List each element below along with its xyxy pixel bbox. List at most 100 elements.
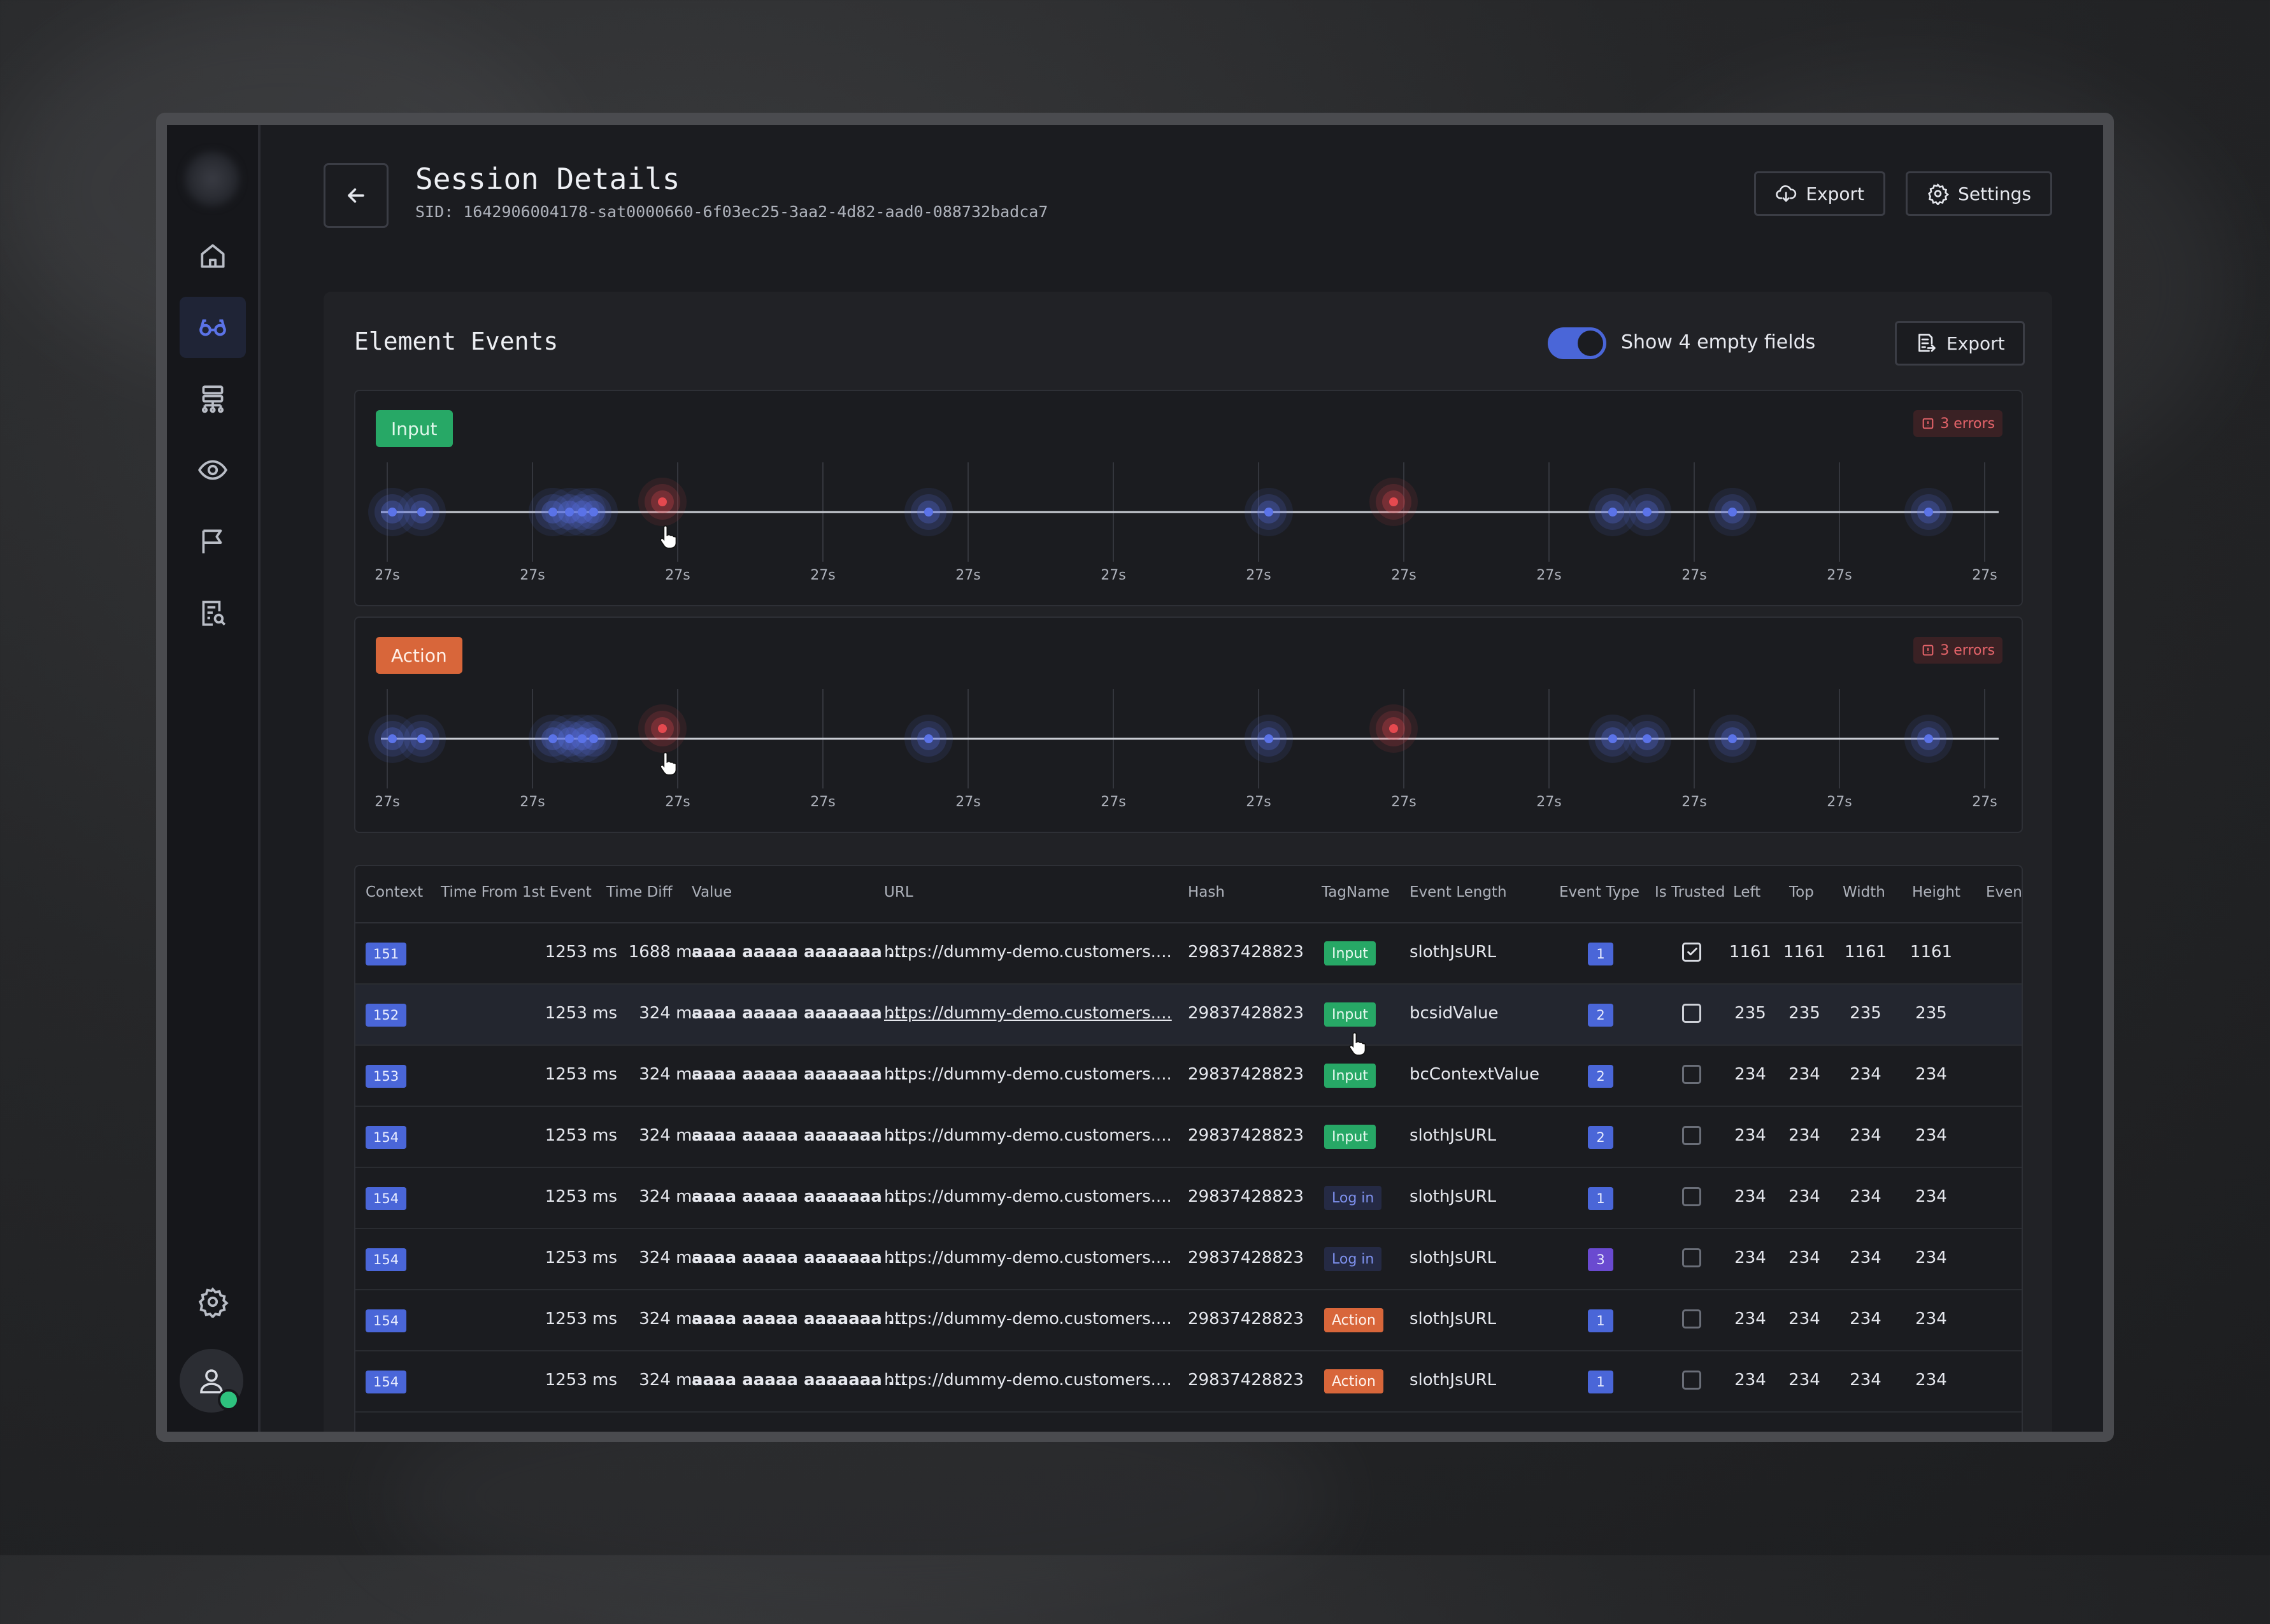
event-marker[interactable] — [529, 715, 577, 763]
event-marker[interactable] — [1708, 488, 1757, 536]
table-row[interactable]: 152 1253 ms 324 ms aaaa aaaaa aaaaaaa ... ht… — [355, 985, 2022, 1046]
event-marker[interactable] — [1245, 715, 1293, 763]
context-badge[interactable]: 154 — [366, 1248, 407, 1271]
timeline-tick-label: 27s — [1972, 794, 1997, 810]
column-header[interactable]: Event — [1986, 884, 2022, 901]
table-row[interactable]: 151 1253 ms 1688 ms aaaa aaaaa aaaaaaa ... h… — [355, 923, 2022, 985]
event-marker[interactable] — [558, 488, 606, 536]
show-empty-fields-toggle[interactable] — [1548, 327, 1606, 359]
error-event-marker[interactable] — [638, 478, 687, 526]
header-export-label: Export — [1806, 183, 1864, 204]
error-event-marker[interactable] — [1369, 478, 1418, 526]
is-trusted-checkbox[interactable] — [1682, 1126, 1701, 1145]
event-marker[interactable] — [529, 488, 577, 536]
column-header[interactable]: Is Trusted — [1655, 884, 1725, 901]
timeline-track[interactable]: 27s 27s 27s 27s 27s 27s 27s 27s 27s 27s 27s 27s — [355, 618, 2022, 832]
sidebar-item-home[interactable] — [180, 225, 246, 287]
column-header[interactable]: Width — [1843, 884, 1885, 901]
url-link[interactable]: https://dummy-demo.customers.... — [884, 1187, 1172, 1206]
event-marker[interactable] — [397, 715, 446, 763]
header-export-button[interactable]: Export — [1754, 171, 1885, 216]
context-badge[interactable]: 154 — [366, 1126, 407, 1149]
url-link[interactable]: https://dummy-demo.customers.... — [884, 1004, 1172, 1023]
table-row[interactable]: 154 1253 ms 324 ms aaaa aaaaa aaaaaaa ... ht… — [355, 1168, 2022, 1229]
url-link[interactable]: https://dummy-demo.customers.... — [884, 1065, 1172, 1084]
is-trusted-checkbox[interactable] — [1682, 1309, 1701, 1328]
column-header[interactable]: TagName — [1322, 884, 1390, 901]
sidebar-item-watch[interactable] — [180, 439, 246, 501]
error-event-marker[interactable] — [638, 704, 687, 753]
url-link[interactable]: https://dummy-demo.customers.... — [884, 943, 1172, 962]
event-marker[interactable] — [1588, 715, 1637, 763]
is-trusted-checkbox[interactable] — [1682, 1065, 1701, 1084]
timeline-tick-label: 27s — [375, 794, 399, 810]
top-cell: 234 — [1788, 1065, 1820, 1084]
context-badge[interactable]: 154 — [366, 1371, 407, 1393]
column-header[interactable]: Event Length — [1410, 884, 1507, 901]
column-header[interactable]: Time Diff — [606, 884, 673, 901]
url-link[interactable]: https://dummy-demo.customers.... — [884, 1309, 1172, 1328]
column-header[interactable]: Top — [1789, 884, 1814, 901]
context-badge[interactable]: 154 — [366, 1309, 407, 1332]
column-header[interactable]: Height — [1912, 884, 1961, 901]
height-cell: 234 — [1915, 1126, 1947, 1145]
event-marker[interactable] — [368, 715, 417, 763]
table-row[interactable]: 154 1253 ms 324 ms aaaa aaaaa aaaaaaa ... ht… — [355, 1229, 2022, 1290]
is-trusted-checkbox[interactable] — [1682, 1371, 1701, 1390]
url-link[interactable]: https://dummy-demo.customers.... — [884, 1248, 1172, 1267]
event-marker[interactable] — [545, 715, 594, 763]
table-row[interactable]: 154 1253 ms 324 ms aaaa aaaaa aaaaaaa ... ht… — [355, 1107, 2022, 1168]
sidebar-settings[interactable] — [180, 1271, 246, 1332]
events-table: Context Time From 1st Event Time Diff Value… — [354, 865, 2023, 1432]
column-header[interactable]: URL — [884, 884, 913, 901]
event-marker[interactable] — [904, 488, 953, 536]
table-row[interactable]: 154 1253 ms 324 ms aaaa aaaaa aaaaaaa ... ht… — [355, 1290, 2022, 1351]
event-marker[interactable] — [1904, 488, 1953, 536]
header-settings-button[interactable]: Settings — [1906, 171, 2052, 216]
column-header[interactable]: Event Type — [1559, 884, 1640, 901]
event-type-badge: 2 — [1588, 1004, 1613, 1027]
context-badge[interactable]: 152 — [366, 1004, 407, 1027]
error-event-marker[interactable] — [1369, 704, 1418, 753]
event-marker[interactable] — [1623, 715, 1671, 763]
column-header[interactable]: Hash — [1188, 884, 1225, 901]
is-trusted-checkbox[interactable] — [1682, 1004, 1701, 1023]
event-marker[interactable] — [569, 488, 618, 536]
timeline-tick-label: 27s — [1827, 794, 1852, 810]
event-marker[interactable] — [904, 715, 953, 763]
context-badge[interactable]: 153 — [366, 1065, 407, 1088]
table-row[interactable]: 154 1253 ms 324 ms aaaa aaaaa aaaaaaa ... ht… — [355, 1351, 2022, 1413]
event-marker[interactable] — [397, 488, 446, 536]
column-header[interactable]: Left — [1733, 884, 1761, 901]
is-trusted-checkbox[interactable] — [1682, 1248, 1701, 1267]
event-marker[interactable] — [368, 488, 417, 536]
sidebar-item-reports[interactable] — [180, 582, 246, 643]
event-marker[interactable] — [558, 715, 606, 763]
timeline-tick-label: 27s — [520, 794, 545, 810]
panel-export-button[interactable]: Export — [1895, 321, 2025, 366]
context-badge[interactable]: 154 — [366, 1187, 407, 1210]
event-marker[interactable] — [1623, 488, 1671, 536]
event-marker[interactable] — [1904, 715, 1953, 763]
back-button[interactable] — [324, 163, 389, 228]
event-marker[interactable] — [545, 488, 594, 536]
column-header[interactable]: Time From 1st Event — [441, 884, 592, 901]
table-row[interactable]: 153 1253 ms 324 ms aaaa aaaaa aaaaaaa ... ht… — [355, 1046, 2022, 1107]
is-trusted-checkbox[interactable] — [1682, 943, 1701, 962]
column-header[interactable]: Value — [692, 884, 732, 901]
url-link[interactable]: https://dummy-demo.customers.... — [884, 1371, 1172, 1390]
column-header[interactable]: Context — [366, 884, 424, 901]
event-marker[interactable] — [569, 715, 618, 763]
is-trusted-checkbox[interactable] — [1682, 1187, 1701, 1206]
event-marker[interactable] — [1588, 488, 1637, 536]
event-marker[interactable] — [1708, 715, 1757, 763]
url-link[interactable]: https://dummy-demo.customers.... — [884, 1126, 1172, 1145]
timeline-track[interactable]: 27s 27s 27s 27s 27s 27s 27s 27s 27s 27s 27s 27s — [355, 391, 2022, 605]
context-badge[interactable]: 151 — [366, 943, 407, 965]
sidebar-item-hierarchy[interactable] — [180, 368, 246, 429]
event-type-badge: 1 — [1588, 1187, 1613, 1210]
width-cell: 234 — [1850, 1309, 1881, 1328]
sidebar-item-sessions[interactable] — [180, 297, 246, 358]
sidebar-item-flags[interactable] — [180, 511, 246, 572]
event-marker[interactable] — [1245, 488, 1293, 536]
